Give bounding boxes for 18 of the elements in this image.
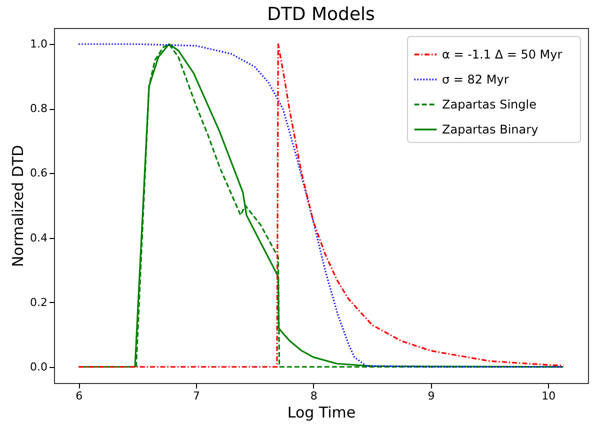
chart-title: DTD Models [267, 4, 375, 25]
x-tick-label: 10 [542, 390, 556, 402]
y-axis-title: Normalized DTD [9, 144, 28, 268]
y-tick-label: 0.8 [30, 102, 48, 116]
legend-label: Zapartas Single [442, 98, 536, 112]
legend-label: α = -1.1 Δ = 50 Myr [442, 48, 562, 62]
y-tick-label: 0.2 [30, 296, 48, 309]
legend-label: σ = 82 Myr [442, 72, 509, 86]
y-tick-label: 0.4 [30, 231, 48, 244]
x-axis-title: Log Time [287, 404, 356, 422]
x-tick-label: 9 [428, 390, 435, 402]
x-tick-label: 8 [310, 390, 318, 402]
y-tick-label: 0.6 [30, 166, 48, 180]
y-tick-label: 1.0 [30, 38, 48, 51]
y-tick-label: 0.0 [30, 360, 48, 374]
x-tick-label: 7 [193, 390, 200, 402]
legend-label: Zapartas Binary [442, 122, 538, 136]
x-tick-label: 6 [76, 390, 83, 402]
